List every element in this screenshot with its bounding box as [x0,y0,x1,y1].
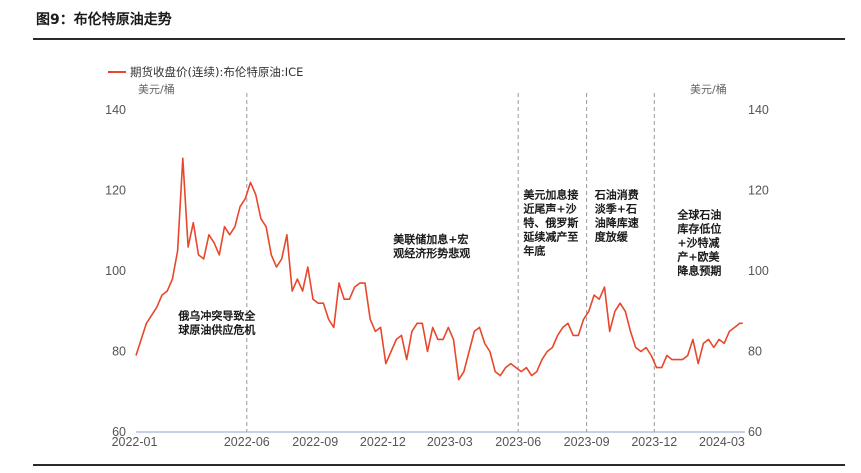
y-left-tick-label: 120 [105,184,126,198]
series-line [135,157,743,381]
x-tick-label: 2023-09 [564,435,610,449]
y-left-axis: 60 80 100 120 140 [105,103,126,439]
x-axis: 2022-01 2022-06 2022-09 2022-12 2023-03 2023-… [112,435,745,449]
legend-label: 期货收盘价(连续):布伦特原油:ICE [130,65,303,79]
annotation-line: 度放缓 [595,230,629,244]
y-right-tick-label: 100 [748,264,769,278]
annotation-line: 观经济形势悲观 [393,246,470,260]
annotation-line: 全球石油 [676,208,721,222]
y-left-tick-label: 100 [105,264,126,278]
legend: 期货收盘价(连续):布伦特原油:ICE [108,65,303,79]
annotation-line: 油降库速 [595,216,639,230]
annotation-line: 产+欧美 [677,250,720,264]
y-left-tick-label: 80 [112,345,126,359]
series-layer [135,157,743,381]
x-tick-label: 2023-12 [631,435,677,449]
x-tick-label: 2022-01 [112,435,158,449]
y-left-tick-label: 60 [112,425,126,439]
x-tick-label: 2022-06 [224,435,270,449]
y-right-unit: 美元/桶 [690,82,727,96]
figure-title: 图9：布伦特原油走势 [36,12,172,28]
annotation-line: 年底 [523,244,545,258]
x-tick-label: 2023-06 [495,435,541,449]
annotation-line: 俄乌冲突导致全 [177,308,256,322]
bottom-divider [33,464,845,466]
y-right-tick-label: 60 [748,425,762,439]
annotation-line: 近尾声+沙 [523,202,576,216]
annotation-line: 淡季+石 [595,202,637,216]
x-tick-label: 2022-09 [292,435,338,449]
x-tick-label: 2024-03 [699,435,745,449]
x-tick-label: 2022-12 [360,435,406,449]
event-lines [246,93,655,432]
annotation-line: 延续减产至 [522,230,578,244]
annotation-line: 石油消费 [594,188,639,202]
title-divider [33,38,845,40]
y-right-tick-label: 140 [748,103,769,117]
y-left-tick-label: 140 [105,103,126,117]
annotation-line: 降息预期 [677,264,721,278]
y-left-unit: 美元/桶 [138,82,175,96]
annotation-line: +沙特减 [677,236,719,250]
x-tick-label: 2023-03 [427,435,473,449]
annotation-line: 球原油供应危机 [178,322,255,336]
annotation-line: 美联储加息+宏 [393,232,468,246]
y-right-axis: 60 80 100 120 140 [748,103,769,439]
annotation-line: 特、俄罗斯 [523,216,578,230]
annotation-line: 库存低位 [677,222,721,236]
y-right-tick-label: 80 [748,345,762,359]
y-right-tick-label: 120 [748,184,769,198]
annotation-line: 美元加息接 [523,188,578,202]
